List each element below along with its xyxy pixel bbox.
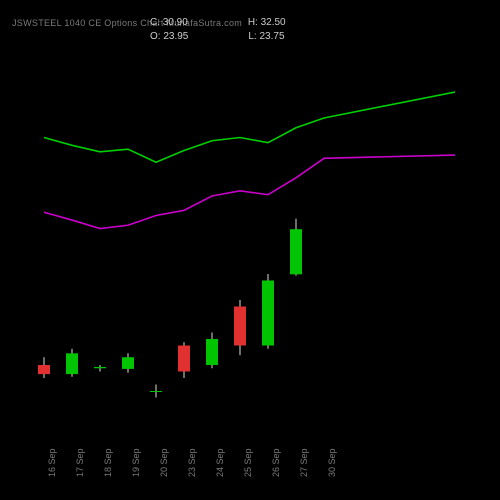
plot-area bbox=[30, 40, 455, 430]
candle-body bbox=[290, 229, 302, 274]
candle-body bbox=[122, 357, 134, 369]
line-upper bbox=[44, 92, 455, 162]
line-lower bbox=[44, 155, 455, 228]
candle-body bbox=[66, 353, 78, 374]
x-tick-label: 16 Sep bbox=[47, 448, 57, 477]
candle-body bbox=[38, 365, 50, 374]
chart-container: JSWSTEEL 1040 CE Options Chart MunafaSut… bbox=[0, 0, 500, 500]
ohlc-close: C: 30.90 bbox=[150, 16, 188, 30]
x-tick-label: 24 Sep bbox=[215, 448, 225, 477]
candle-body bbox=[150, 391, 162, 392]
ohlc-high: H: 32.50 bbox=[248, 16, 286, 30]
plot-svg bbox=[30, 40, 455, 430]
x-tick-label: 23 Sep bbox=[187, 448, 197, 477]
candle-body bbox=[94, 367, 106, 368]
candle-body bbox=[178, 346, 190, 372]
x-tick-label: 25 Sep bbox=[243, 448, 253, 477]
x-tick-label: 17 Sep bbox=[75, 448, 85, 477]
x-tick-label: 26 Sep bbox=[271, 448, 281, 477]
candle-body bbox=[206, 339, 218, 365]
x-axis: 16 Sep 17 Sep 18 Sep 19 Sep 20 Sep 23 Sep 24 S… bbox=[30, 435, 455, 495]
x-tick-label: 27 Sep bbox=[299, 448, 309, 477]
x-tick-label: 30 Sep bbox=[327, 448, 337, 477]
candle-body bbox=[262, 281, 274, 346]
x-tick-label: 20 Sep bbox=[159, 448, 169, 477]
x-tick-label: 19 Sep bbox=[131, 448, 141, 477]
x-tick-label: 18 Sep bbox=[103, 448, 113, 477]
candle-body bbox=[234, 307, 246, 346]
